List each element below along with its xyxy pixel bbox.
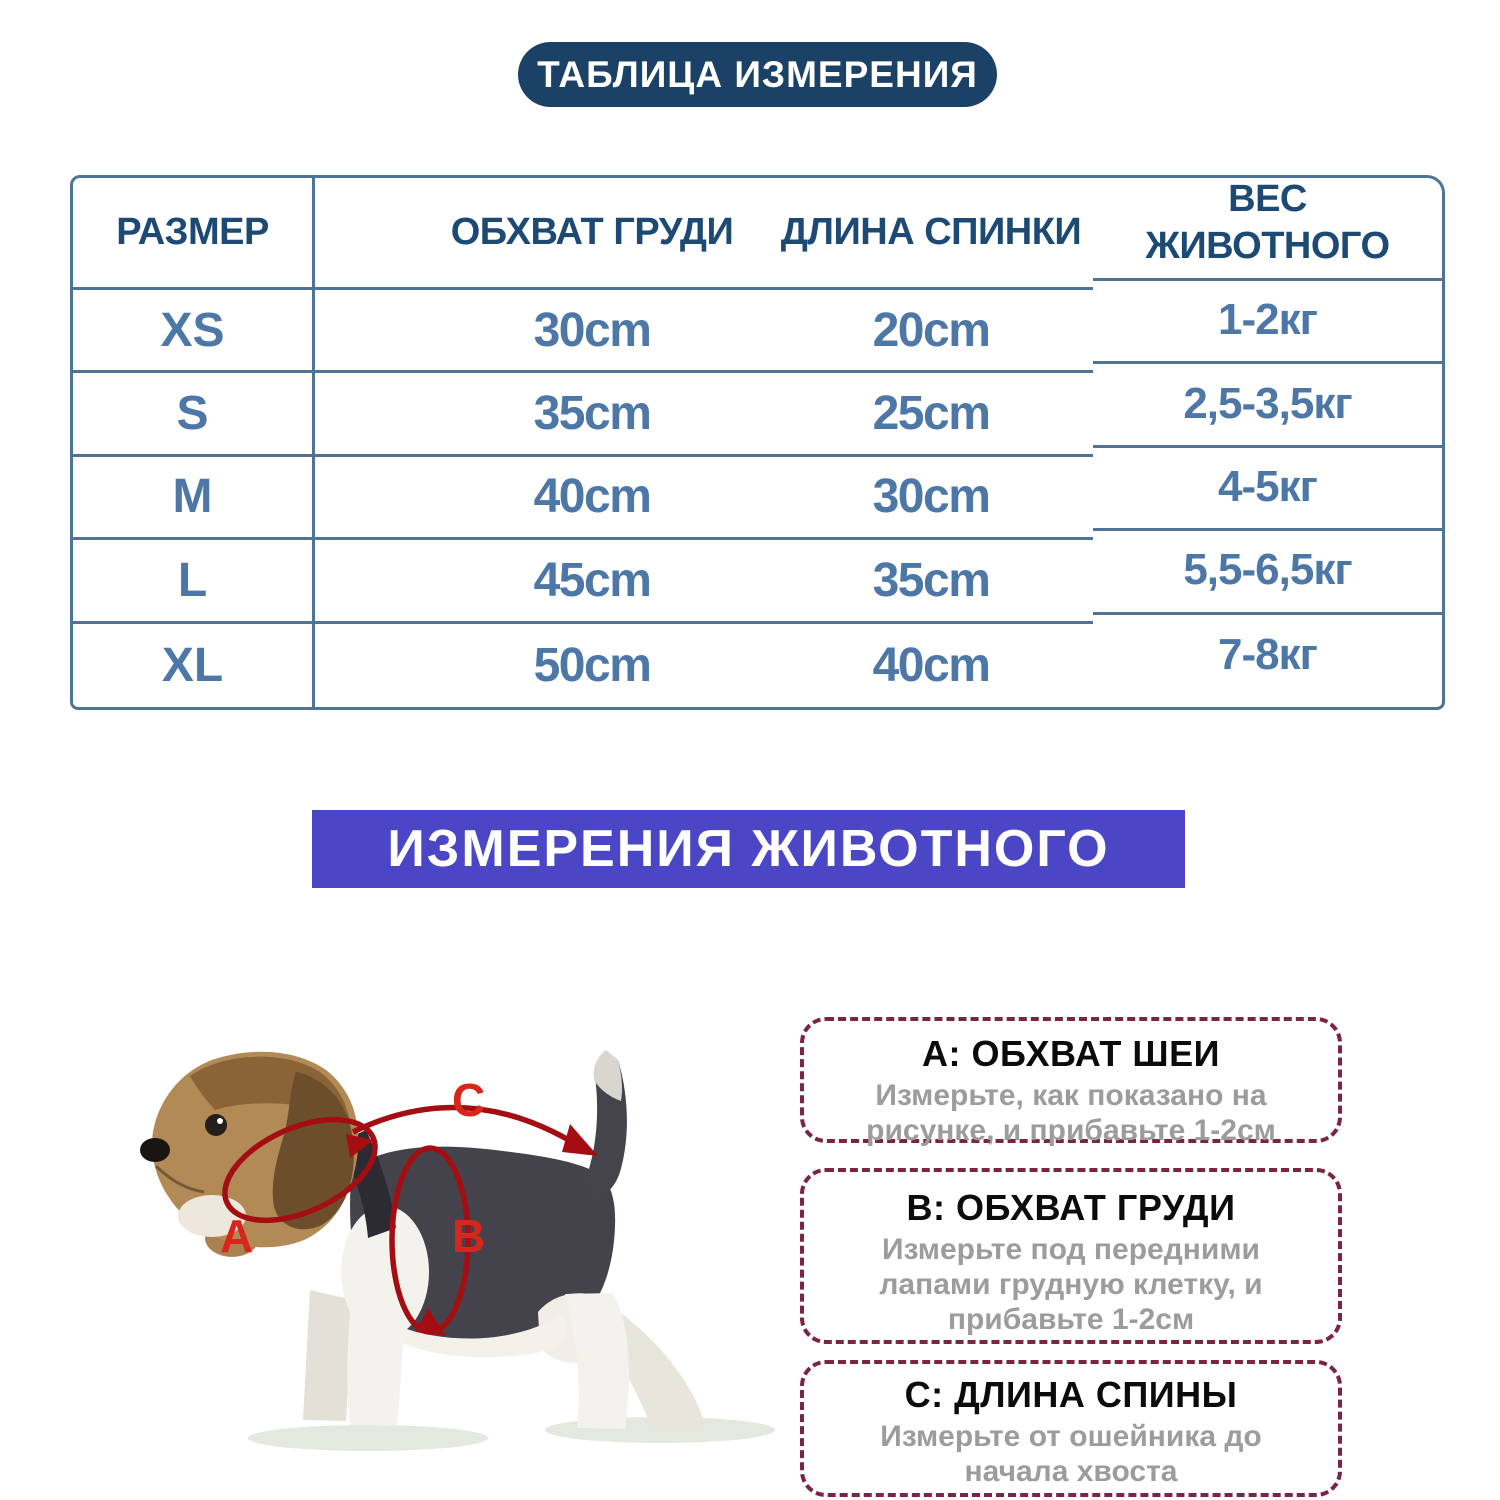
weight-cell: 7-8кг xyxy=(1218,630,1318,680)
size-cell: L xyxy=(73,540,315,624)
chest-cell: 40cm xyxy=(315,457,769,541)
col-header-weight: ВЕС ЖИВОТНОГО xyxy=(1093,178,1442,290)
back-cell: 25cm xyxy=(769,373,1093,457)
chest-cell: 50cm xyxy=(533,638,652,692)
note-text: Измерьте, как показано на рисунке, и при… xyxy=(866,1079,1276,1148)
dog-measurement-diagram: A B C xyxy=(100,1000,820,1500)
note-text: Измерьте от ошейника до начала хвоста xyxy=(880,1420,1262,1489)
col-header-chest: ОБХВАТ ГРУДИ xyxy=(315,178,769,290)
label-c: C xyxy=(452,1074,485,1126)
size-cell: S xyxy=(73,373,315,457)
measurements-banner: ИЗМЕРЕНИЯ ЖИВОТНОГО xyxy=(312,810,1185,888)
label-b: B xyxy=(452,1210,485,1262)
back-cell: 20cm xyxy=(769,290,1093,374)
weight-cell: 4-5кг xyxy=(1093,457,1442,541)
chest-cell: 30cm xyxy=(315,290,769,374)
size-cell: XL xyxy=(73,623,315,707)
note-chest-girth: В: ОБХВАТ ГРУДИ Измерьте под передними л… xyxy=(800,1168,1342,1344)
size-chart-title: ТАБЛИЦА ИЗМЕРЕНИЯ xyxy=(537,53,978,95)
label-a: A xyxy=(220,1210,253,1262)
note-back-length: С: ДЛИНА СПИНЫ Измерьте от ошейника до н… xyxy=(800,1360,1342,1497)
chest-cell: 35cm xyxy=(315,373,769,457)
note-title: С: ДЛИНА СПИНЫ xyxy=(904,1374,1238,1415)
col-header-size: РАЗМЕР xyxy=(73,178,315,290)
size-cell: M xyxy=(73,456,315,541)
col-header-back-length: ДЛИНА СПИНКИ xyxy=(769,178,1093,290)
size-cell: XS xyxy=(73,290,315,374)
note-title: В: ОБХВАТ ГРУДИ xyxy=(906,1187,1236,1228)
chest-girth-mark xyxy=(389,1145,471,1336)
chest-cell: 45cm xyxy=(315,540,769,624)
note-title: А: ОБХВАТ ШЕИ xyxy=(922,1033,1220,1074)
back-cell: 35cm xyxy=(769,540,1093,624)
weight-cell: 2,5-3,5кг xyxy=(1093,373,1442,458)
back-cell: 30cm xyxy=(769,457,1093,541)
weight-cell: 1-2кг xyxy=(1093,290,1442,374)
back-cell: 40cm xyxy=(872,638,991,692)
size-chart-table: РАЗМЕР ОБХВАТ ГРУДИ ДЛИНА СПИНКИ ВЕС ЖИВ… xyxy=(70,175,1445,710)
note-neck-girth: А: ОБХВАТ ШЕИ Измерьте, как показано на … xyxy=(800,1017,1342,1147)
weight-cell: 5,5-6,5кг xyxy=(1093,540,1442,625)
neck-girth-mark xyxy=(222,1116,378,1224)
back-length-mark xyxy=(351,1104,598,1156)
measurements-banner-label: ИЗМЕРЕНИЯ ЖИВОТНОГО xyxy=(387,820,1110,878)
beagle-diagram-illustration: A B C xyxy=(140,1050,775,1451)
size-chart-title-badge: ТАБЛИЦА ИЗМЕРЕНИЯ xyxy=(518,42,997,107)
note-text: Измерьте под передними лапами грудную кл… xyxy=(879,1233,1263,1337)
